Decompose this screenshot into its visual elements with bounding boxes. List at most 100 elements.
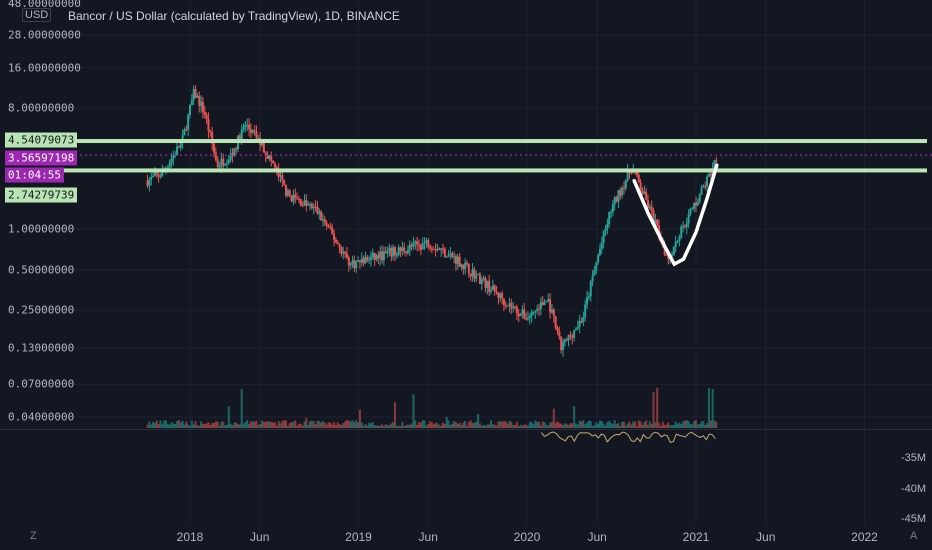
candle-body [443, 248, 446, 257]
upper-level-tag: 4.54079073 [5, 132, 78, 148]
volume-bar [414, 420, 417, 428]
volume-bar [303, 421, 306, 428]
zoom-button[interactable]: Z [30, 530, 37, 542]
volume-bar [597, 423, 600, 428]
volume-bar [305, 417, 308, 428]
volume-bar [543, 422, 546, 428]
candle-body [159, 176, 162, 178]
volume-bar [277, 421, 280, 428]
candle-body [320, 211, 323, 221]
candle-body [323, 219, 326, 223]
candle-body [285, 184, 288, 196]
volume-bar [471, 422, 474, 428]
volume-bar [563, 423, 566, 428]
volume-bar [353, 422, 356, 428]
volume-bar [261, 420, 264, 428]
volume-bar [285, 420, 288, 428]
volume-bar [569, 423, 572, 428]
candle-body [281, 175, 284, 181]
volume-bar [373, 425, 376, 428]
obv-line [540, 431, 716, 444]
volume-bar [172, 423, 175, 428]
volume-bar [205, 423, 208, 428]
candle-body [563, 339, 566, 343]
volume-bar [301, 425, 304, 428]
volume-bar [709, 420, 712, 428]
volume-bar [438, 424, 441, 428]
volume-bar [578, 420, 581, 428]
volume-bar [517, 425, 520, 428]
volume-bar [573, 405, 576, 428]
candle-body [392, 247, 395, 257]
volume-bar [174, 424, 177, 428]
volume-tick-label: -45M [900, 513, 926, 525]
candle-body [405, 251, 408, 253]
volume-bar [641, 424, 644, 428]
candle-body [493, 285, 496, 292]
auto-scale-button[interactable]: A [910, 530, 918, 542]
candle-body [362, 258, 365, 264]
candle-body [273, 163, 276, 168]
candle-body [218, 166, 221, 168]
volume-bar [403, 425, 406, 428]
candle-body [517, 313, 520, 317]
candle-body [558, 330, 561, 337]
candle-body [434, 249, 437, 251]
volume-bar [216, 421, 219, 428]
candle-body [325, 222, 328, 227]
volume-bar [447, 420, 450, 428]
candle-body [266, 155, 269, 159]
volume-bar [360, 422, 363, 428]
level-line [60, 139, 927, 144]
candle-body [597, 255, 600, 263]
candle-body [342, 251, 345, 254]
volume-bar [198, 425, 201, 428]
candle-body [451, 253, 454, 258]
candle-body [704, 186, 707, 188]
volume-bar [395, 425, 398, 428]
volume-bar [624, 425, 627, 428]
currency-button[interactable]: USD [22, 8, 52, 22]
candle-body [610, 211, 613, 213]
candle-body [608, 212, 611, 224]
volume-pane-separator [0, 429, 932, 430]
candle-body [207, 118, 210, 131]
volume-bar [434, 422, 437, 428]
candle-body [700, 187, 703, 195]
volume-bar [406, 424, 409, 428]
candle-body [406, 249, 409, 253]
volume-bar [153, 422, 156, 428]
volume-bar [176, 421, 179, 428]
volume-bar [519, 424, 522, 428]
volume-bar [371, 422, 374, 428]
candle-body [613, 197, 616, 205]
candle-body [574, 328, 577, 330]
candle-body [689, 208, 692, 215]
candle-body [185, 129, 188, 131]
candle-body [552, 309, 555, 317]
candle-body [429, 246, 432, 249]
price-tick-label: 1.00000000 [8, 222, 75, 236]
candle-body [707, 174, 710, 177]
candle-body [242, 127, 245, 130]
candle-body [408, 244, 411, 250]
candle-body [646, 199, 649, 208]
volume-bar [456, 423, 459, 428]
candle-body [615, 197, 618, 202]
volume-bar [432, 424, 435, 428]
candle-body [261, 141, 264, 146]
volume-bar [222, 421, 225, 428]
volume-bar [320, 422, 323, 428]
volume-bar [621, 421, 624, 428]
candle-body [329, 226, 332, 228]
volume-bar [259, 423, 262, 428]
candle-body [621, 187, 624, 196]
candle-body [687, 214, 690, 224]
volume-bar [238, 424, 241, 428]
candle-body [412, 242, 415, 247]
volume-bar [689, 424, 692, 428]
candle-body [283, 180, 286, 185]
volume-bar [451, 423, 454, 428]
candle-body [364, 257, 367, 264]
